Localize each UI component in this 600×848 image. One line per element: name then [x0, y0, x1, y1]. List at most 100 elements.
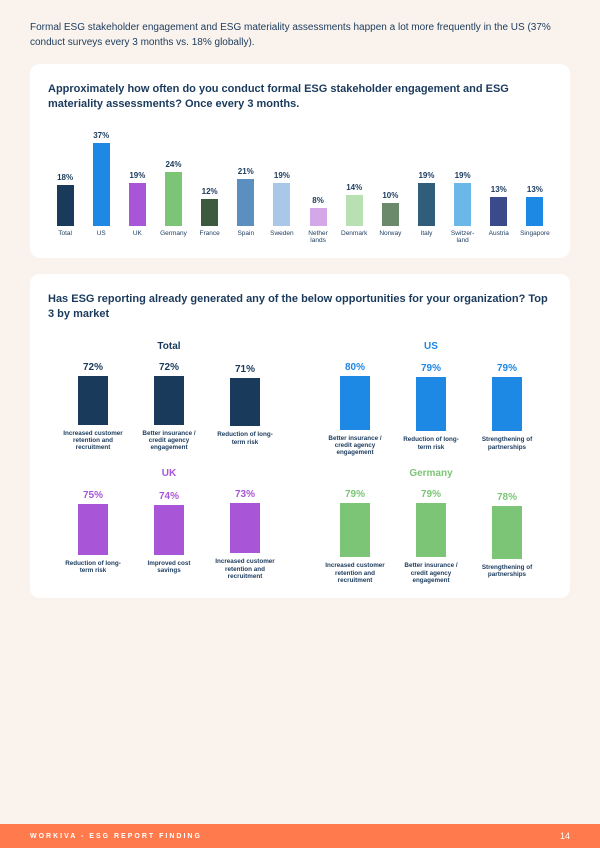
- chart1-bar-rect: [526, 197, 543, 226]
- chart1-bar-rect: [346, 195, 363, 226]
- chart2-bar: 72% Better insurance / credit agency enga…: [139, 362, 199, 452]
- chart2-bar-value: 80%: [345, 362, 365, 373]
- chart1-bar: 13%Austria: [482, 185, 516, 244]
- chart2-bar-label: Improved cost savings: [139, 560, 199, 580]
- chart1-bar: 14%Denmark: [337, 183, 371, 244]
- chart1-bar-value: 24%: [165, 160, 181, 169]
- chart2-bar-rect: [154, 376, 184, 425]
- chart1-bar-rect: [418, 183, 435, 226]
- chart1-bar-rect: [93, 143, 110, 226]
- chart1-bar-value: 8%: [312, 196, 324, 205]
- chart2-bar: 72%Increased customer retention and recr…: [63, 362, 123, 452]
- chart1-bar: 8% Netherlands: [301, 196, 335, 244]
- chart1-bar-label: Spain: [237, 230, 254, 244]
- chart2-bar-label: Better insurance / credit agency engagem…: [401, 562, 461, 584]
- chart2-bar-value: 79%: [421, 489, 441, 500]
- chart2-bar-rect: [340, 503, 370, 557]
- chart1-bar-label: Switzer-land: [451, 230, 474, 244]
- chart2-subchart: Germany 79%Increased customer retention a…: [310, 468, 552, 584]
- chart2-bar-label: Reduction of long-term risk: [63, 560, 123, 580]
- chart2-bar: 80% Better insurance / credit agency enga…: [325, 362, 385, 457]
- chart2-bar-rect: [230, 378, 260, 426]
- chart2-bar-rect: [416, 503, 446, 557]
- chart1-bar-label: France: [200, 230, 220, 244]
- chart1-bar: 19% Italy: [409, 171, 443, 244]
- chart1-bar-value: 13%: [527, 185, 543, 194]
- chart1-bar: 21% Spain: [229, 167, 263, 244]
- chart2-bar-value: 72%: [159, 362, 179, 373]
- chart1-bars: 18% Total 37%US 19% UK 24%Germany 12% France 21%…: [48, 131, 552, 244]
- chart2-grid: Total72%Increased customer retention and…: [48, 341, 552, 584]
- chart2-bar-rect: [230, 503, 260, 553]
- page-content: Formal ESG stakeholder engagement and ES…: [0, 0, 600, 598]
- chart1-bar-value: 21%: [238, 167, 254, 176]
- chart1-bar-rect: [310, 208, 327, 226]
- chart2-bar-rect: [492, 377, 522, 431]
- chart2-bar-label: Strengthening of partnerships: [477, 564, 537, 584]
- chart1-bar-rect: [382, 203, 399, 226]
- intro-text: Formal ESG stakeholder engagement and ES…: [30, 20, 570, 50]
- chart1-bar-rect: [201, 199, 218, 226]
- chart2-bar-value: 73%: [235, 489, 255, 500]
- chart1-bar-value: 14%: [346, 183, 362, 192]
- chart1-bar-rect: [57, 185, 74, 226]
- chart1-bar-rect: [129, 183, 146, 226]
- chart1-bar: 24%Germany: [156, 160, 190, 244]
- page-footer: WORKIVA - ESG REPORT FINDING 14: [0, 824, 600, 848]
- chart2-bar-label: Better insurance / credit agency engagem…: [325, 435, 385, 457]
- chart2-bar: 75% Reduction of long-term risk: [63, 490, 123, 580]
- chart1-bar-label: Austria: [489, 230, 509, 244]
- chart1-bar-rect: [490, 197, 507, 226]
- chart2-bar: 73% Increased customer retention and recr…: [215, 489, 275, 580]
- chart1-bar-rect: [273, 183, 290, 226]
- chart2-bar: 71% Reduction of long-term risk: [215, 364, 275, 451]
- chart2-bar: 79% Better insurance / credit agency enga…: [401, 489, 461, 584]
- chart1-bar: 13%Singapore: [518, 185, 552, 244]
- chart2-subchart-title: Total: [157, 341, 180, 352]
- chart1-bar-rect: [237, 179, 254, 226]
- chart1-bar: 19%Sweden: [265, 171, 299, 244]
- chart2-bar: 74% Improved cost savings: [139, 491, 199, 580]
- chart1-bar-label: US: [97, 230, 106, 244]
- chart2-bar-label: Reduction of long-term risk: [215, 431, 275, 451]
- chart1-bar-label: UK: [133, 230, 142, 244]
- chart2-bar-rect: [492, 506, 522, 559]
- chart1-bar: 19% UK: [120, 171, 154, 244]
- chart1-bar-rect: [454, 183, 471, 226]
- chart2-bars: 75% Reduction of long-term risk 74% Improve…: [63, 489, 275, 580]
- chart1-bar-label: Total: [58, 230, 72, 244]
- chart2-bar-label: Reduction of long-term risk: [401, 436, 461, 456]
- chart1-bar-label: Netherlands: [308, 230, 328, 244]
- chart2-bar-value: 71%: [235, 364, 255, 375]
- chart2-subchart-title: Germany: [409, 468, 452, 479]
- chart1-bar-value: 19%: [129, 171, 145, 180]
- chart2-bar-value: 79%: [421, 363, 441, 374]
- chart2-subchart-title: US: [424, 341, 438, 352]
- chart2-bar-label: Increased customer retention and recruit…: [215, 558, 275, 580]
- chart1-bar-label: Sweden: [270, 230, 294, 244]
- chart2-bar-label: Better insurance / credit agency engagem…: [139, 430, 199, 452]
- chart2-subchart: UK 75% Reduction of long-term risk 74% Impro…: [48, 468, 290, 584]
- chart2-bar-value: 75%: [83, 490, 103, 501]
- chart2-bars: 72%Increased customer retention and recr…: [63, 362, 275, 452]
- chart2-bar-value: 74%: [159, 491, 179, 502]
- chart2-subchart: US 80% Better insurance / credit agency en…: [310, 341, 552, 457]
- chart2-bar-value: 79%: [345, 489, 365, 500]
- chart1-bar: 12% France: [193, 187, 227, 244]
- chart2-bar: 79%Increased customer retention and recr…: [325, 489, 385, 584]
- chart1-bar-value: 19%: [418, 171, 434, 180]
- chart1-bar-label: Italy: [421, 230, 433, 244]
- footer-left: WORKIVA - ESG REPORT FINDING: [30, 833, 202, 840]
- chart1-bar-value: 19%: [455, 171, 471, 180]
- chart1-bar: 37%US: [84, 131, 118, 244]
- chart2-subchart-title: UK: [162, 468, 176, 479]
- chart2-bar-value: 72%: [83, 362, 103, 373]
- chart2-bars: 79%Increased customer retention and recr…: [325, 489, 537, 584]
- chart1-bar-value: 18%: [57, 173, 73, 182]
- chart2-bar-rect: [416, 377, 446, 431]
- chart2-bar: 79%Strengthening of partnerships: [477, 363, 537, 456]
- chart2-card: Has ESG reporting already generated any …: [30, 274, 570, 598]
- chart1-bar-value: 12%: [202, 187, 218, 196]
- chart2-bar: 79% Reduction of long-term risk: [401, 363, 461, 456]
- chart2-bar-label: Strengthening of partnerships: [477, 436, 537, 456]
